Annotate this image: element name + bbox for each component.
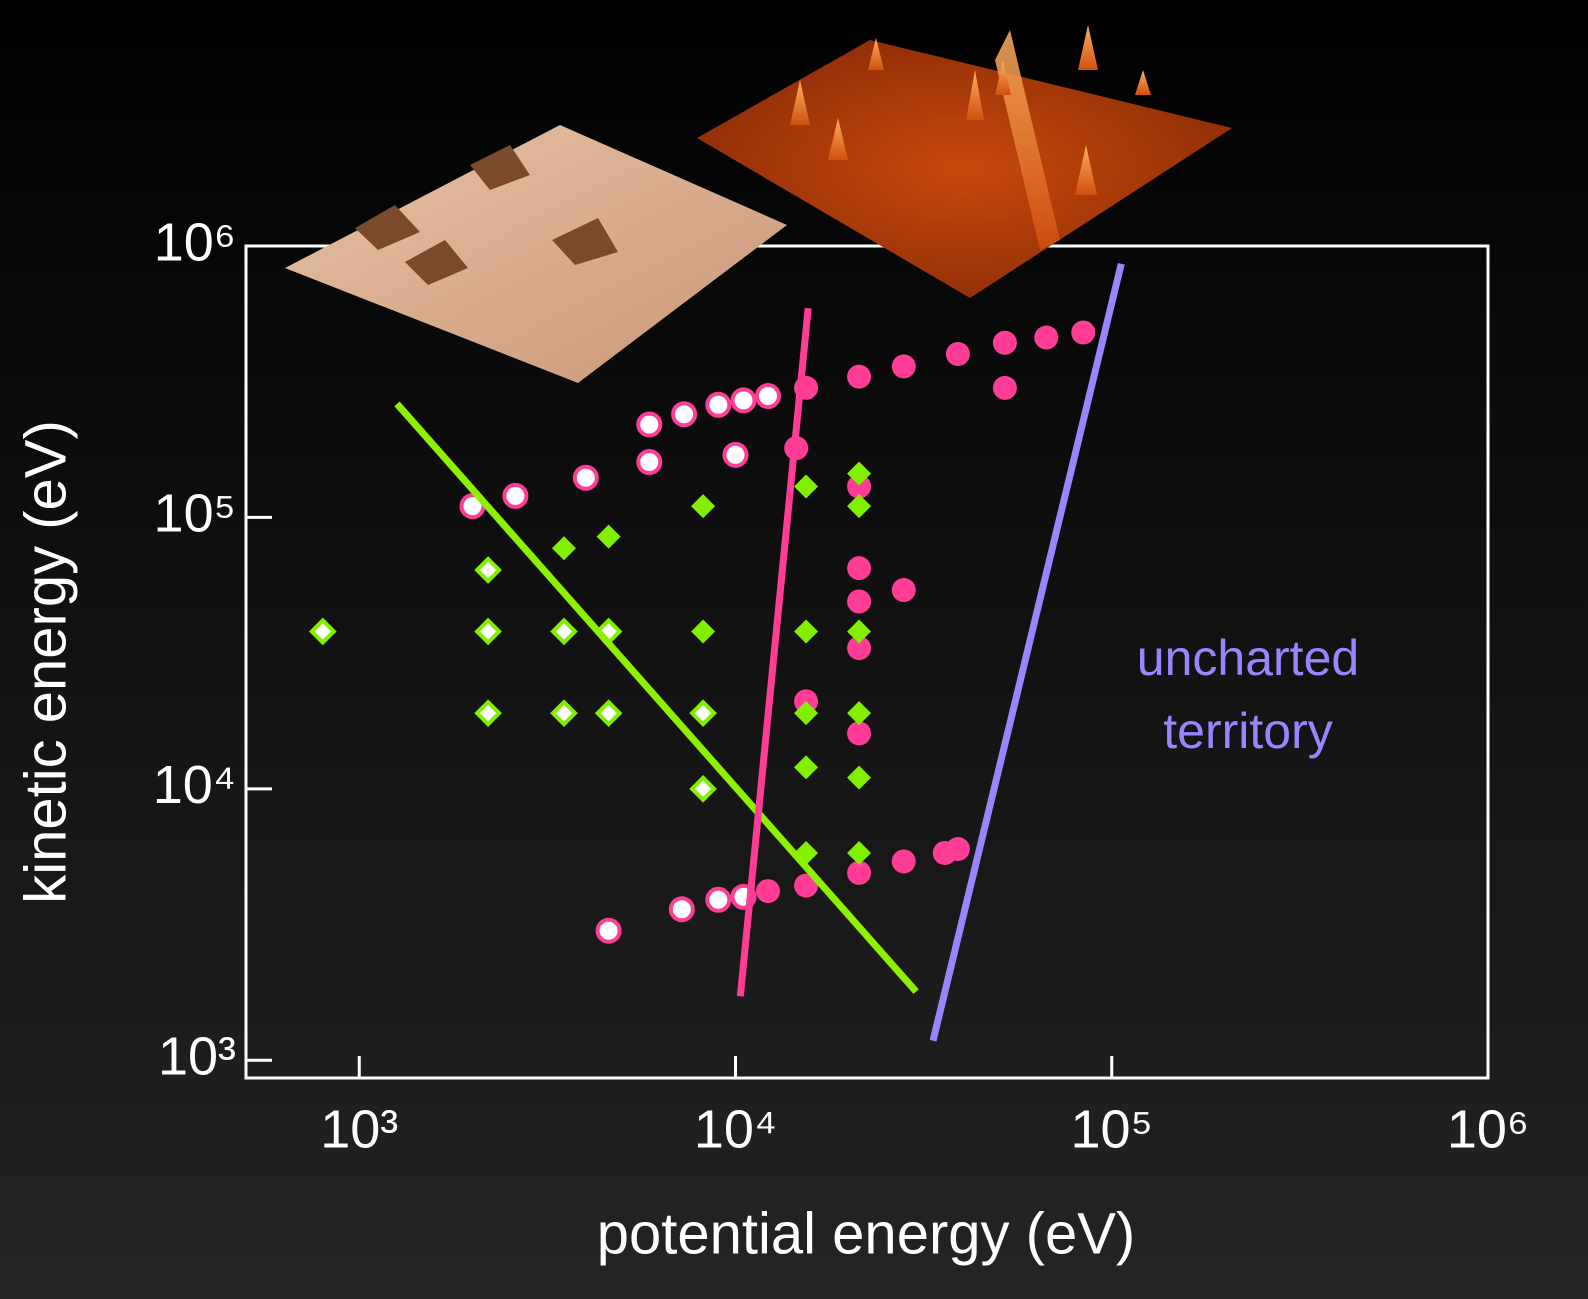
point xyxy=(575,467,597,489)
point xyxy=(707,394,729,416)
point xyxy=(892,578,916,602)
point xyxy=(892,354,916,378)
y-tick-label: 10⁵ xyxy=(154,484,236,544)
y-tick-label: 10⁴ xyxy=(153,755,236,815)
point xyxy=(993,376,1017,400)
point xyxy=(1071,321,1095,345)
point xyxy=(1034,326,1058,350)
point xyxy=(638,451,660,473)
point xyxy=(756,879,780,903)
x-tick-label: 10⁴ xyxy=(694,1099,777,1159)
annotation: territory xyxy=(1163,703,1332,759)
point xyxy=(598,920,620,942)
point xyxy=(847,589,871,613)
x-axis-title: potential energy (eV) xyxy=(597,1201,1135,1266)
point xyxy=(993,331,1017,355)
y-tick-label: 10⁶ xyxy=(154,212,236,272)
x-tick-label: 10⁶ xyxy=(1447,1099,1529,1159)
point xyxy=(892,849,916,873)
y-tick-label: 10³ xyxy=(158,1026,236,1086)
point xyxy=(504,485,526,507)
point xyxy=(638,413,660,435)
point xyxy=(757,385,779,407)
x-tick-label: 10⁵ xyxy=(1071,1099,1153,1159)
x-tick-label: 10³ xyxy=(320,1099,398,1159)
point xyxy=(847,365,871,389)
page: potential energy (eV) kinetic energy (eV… xyxy=(0,0,1588,1299)
point xyxy=(946,342,970,366)
point xyxy=(847,556,871,580)
annotation: uncharted xyxy=(1137,630,1359,686)
chart: potential energy (eV) kinetic energy (eV… xyxy=(0,0,1588,1299)
point xyxy=(671,898,693,920)
point xyxy=(946,837,970,861)
y-axis-title: kinetic energy (eV) xyxy=(13,420,78,904)
point xyxy=(732,389,754,411)
point xyxy=(707,889,729,911)
point xyxy=(725,444,747,466)
point xyxy=(673,403,695,425)
